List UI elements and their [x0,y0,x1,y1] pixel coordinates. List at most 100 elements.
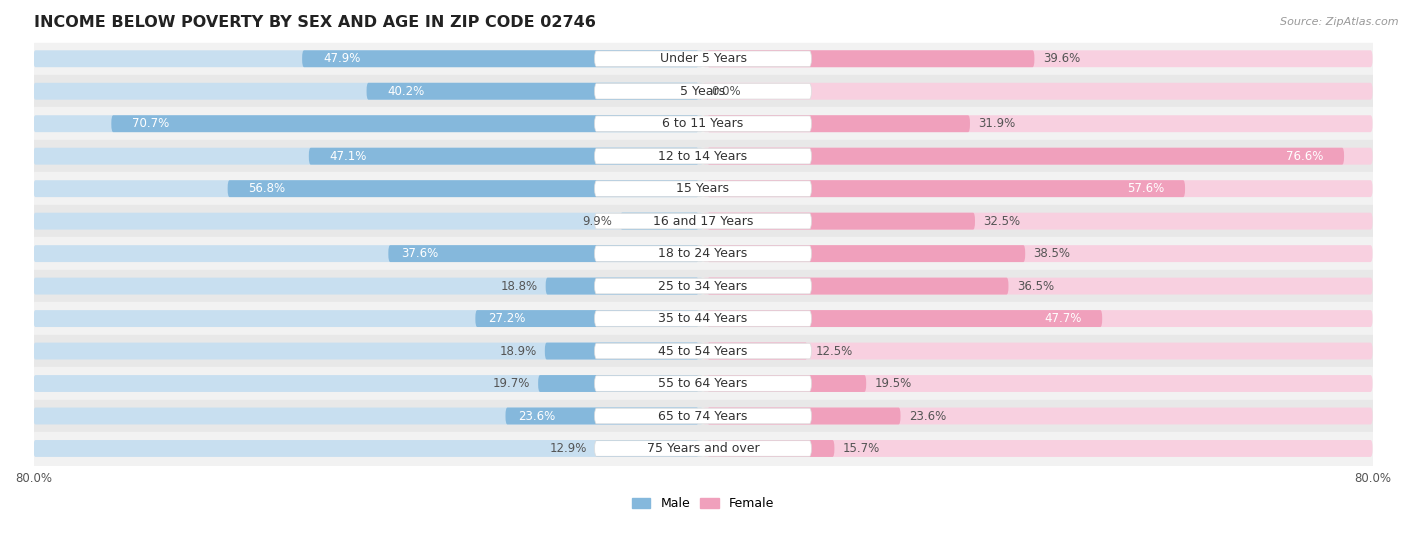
FancyBboxPatch shape [111,115,699,132]
Text: 32.5%: 32.5% [983,215,1021,228]
FancyBboxPatch shape [34,212,703,230]
FancyBboxPatch shape [620,212,699,230]
FancyBboxPatch shape [595,440,811,456]
Text: 36.5%: 36.5% [1017,280,1054,292]
Text: 39.6%: 39.6% [1043,52,1080,65]
Bar [34,205,1372,238]
Text: INCOME BELOW POVERTY BY SEX AND AGE IN ZIP CODE 02746: INCOME BELOW POVERTY BY SEX AND AGE IN Z… [34,15,595,30]
Text: Source: ZipAtlas.com: Source: ZipAtlas.com [1281,17,1399,27]
FancyBboxPatch shape [703,83,1372,100]
FancyBboxPatch shape [228,180,699,197]
Text: 23.6%: 23.6% [908,410,946,423]
FancyBboxPatch shape [703,50,1372,67]
Text: 15.7%: 15.7% [842,442,880,455]
Text: Under 5 Years: Under 5 Years [659,52,747,65]
Text: 31.9%: 31.9% [979,117,1015,130]
Text: 12.9%: 12.9% [550,442,586,455]
FancyBboxPatch shape [703,212,1372,230]
FancyBboxPatch shape [595,246,811,262]
Bar [34,302,1372,335]
Bar [34,75,1372,107]
FancyBboxPatch shape [707,343,807,359]
FancyBboxPatch shape [538,375,699,392]
Text: 35 to 44 Years: 35 to 44 Years [658,312,748,325]
FancyBboxPatch shape [595,83,811,99]
FancyBboxPatch shape [707,310,1102,327]
Text: 45 to 54 Years: 45 to 54 Years [658,344,748,358]
FancyBboxPatch shape [546,278,699,295]
FancyBboxPatch shape [703,440,1372,457]
Bar [34,140,1372,172]
Text: 5 Years: 5 Years [681,85,725,98]
FancyBboxPatch shape [595,149,811,164]
Legend: Male, Female: Male, Female [627,492,779,515]
FancyBboxPatch shape [595,408,811,424]
Text: 12 to 14 Years: 12 to 14 Years [658,150,748,163]
FancyBboxPatch shape [703,343,1372,359]
FancyBboxPatch shape [703,375,1372,392]
Text: 16 and 17 Years: 16 and 17 Years [652,215,754,228]
Bar [34,432,1372,465]
Bar [34,400,1372,432]
Text: 12.5%: 12.5% [815,344,853,358]
FancyBboxPatch shape [34,343,703,359]
Text: 27.2%: 27.2% [488,312,526,325]
FancyBboxPatch shape [595,214,811,229]
FancyBboxPatch shape [707,408,900,424]
FancyBboxPatch shape [506,408,699,424]
Text: 23.6%: 23.6% [517,410,555,423]
FancyBboxPatch shape [34,180,703,197]
FancyBboxPatch shape [595,278,811,294]
Text: 15 Years: 15 Years [676,182,730,195]
Bar [34,335,1372,367]
FancyBboxPatch shape [595,311,811,326]
FancyBboxPatch shape [707,115,970,132]
FancyBboxPatch shape [388,245,699,262]
FancyBboxPatch shape [34,83,703,100]
Text: 57.6%: 57.6% [1126,182,1164,195]
Text: 6 to 11 Years: 6 to 11 Years [662,117,744,130]
Text: 18 to 24 Years: 18 to 24 Years [658,247,748,260]
FancyBboxPatch shape [34,115,703,132]
FancyBboxPatch shape [707,148,1344,165]
FancyBboxPatch shape [707,180,1185,197]
FancyBboxPatch shape [707,212,974,230]
FancyBboxPatch shape [703,245,1372,262]
Text: 70.7%: 70.7% [132,117,170,130]
FancyBboxPatch shape [707,245,1025,262]
FancyBboxPatch shape [34,245,703,262]
Text: 38.5%: 38.5% [1033,247,1070,260]
FancyBboxPatch shape [703,115,1372,132]
Text: 0.0%: 0.0% [711,85,741,98]
FancyBboxPatch shape [707,50,1035,67]
Bar [34,367,1372,400]
FancyBboxPatch shape [703,310,1372,327]
FancyBboxPatch shape [595,181,811,196]
Text: 47.7%: 47.7% [1043,312,1081,325]
FancyBboxPatch shape [34,310,703,327]
FancyBboxPatch shape [34,408,703,424]
Text: 19.5%: 19.5% [875,377,912,390]
FancyBboxPatch shape [707,440,834,457]
Text: 37.6%: 37.6% [401,247,439,260]
Text: 65 to 74 Years: 65 to 74 Years [658,410,748,423]
Text: 18.9%: 18.9% [499,344,537,358]
Text: 18.8%: 18.8% [501,280,537,292]
Text: 19.7%: 19.7% [492,377,530,390]
FancyBboxPatch shape [302,50,699,67]
Text: 76.6%: 76.6% [1285,150,1323,163]
FancyBboxPatch shape [707,375,866,392]
FancyBboxPatch shape [703,408,1372,424]
FancyBboxPatch shape [595,440,699,457]
FancyBboxPatch shape [309,148,699,165]
FancyBboxPatch shape [595,51,811,67]
FancyBboxPatch shape [595,376,811,391]
FancyBboxPatch shape [595,343,811,359]
Bar [34,172,1372,205]
Text: 47.9%: 47.9% [323,52,360,65]
Text: 55 to 64 Years: 55 to 64 Years [658,377,748,390]
FancyBboxPatch shape [475,310,699,327]
Text: 9.9%: 9.9% [582,215,612,228]
FancyBboxPatch shape [707,278,1008,295]
Text: 47.1%: 47.1% [330,150,367,163]
